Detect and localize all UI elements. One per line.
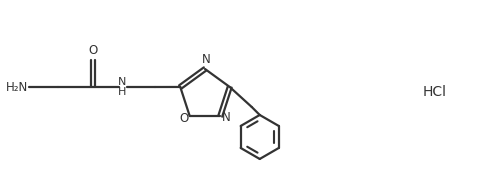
Text: H₂N: H₂N	[6, 80, 28, 94]
Text: N: N	[222, 110, 230, 124]
Text: N: N	[201, 52, 210, 66]
Text: O: O	[179, 112, 188, 124]
Text: N
H: N H	[118, 77, 126, 97]
Text: O: O	[88, 44, 97, 57]
Text: HCl: HCl	[422, 85, 446, 99]
